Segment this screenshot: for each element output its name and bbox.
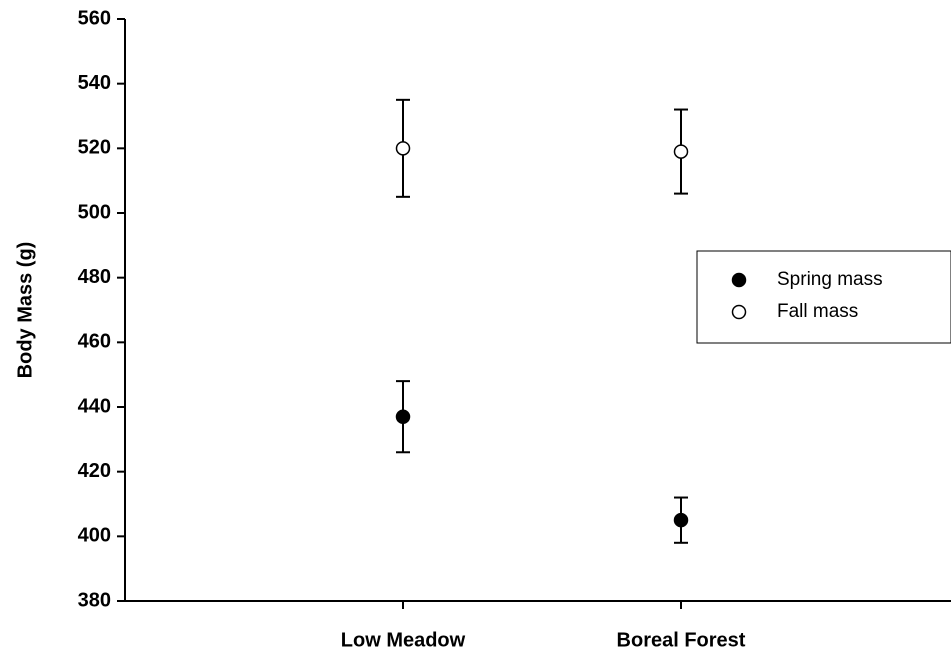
y-axis-label: Body Mass (g) — [14, 242, 36, 379]
legend-marker — [731, 304, 747, 320]
point — [673, 144, 689, 159]
legend-box — [696, 250, 951, 344]
legend-label: Spring mass — [777, 269, 883, 290]
x-tick-label: Boreal Forest — [617, 629, 746, 651]
legend-marker — [731, 272, 747, 288]
y-tick-label: 460 — [78, 331, 111, 353]
y-tick-label: 440 — [78, 395, 111, 417]
y-tick-label: 560 — [78, 7, 111, 29]
legend-label: Fall mass — [777, 301, 858, 322]
y-tick-label: 400 — [78, 525, 111, 547]
point — [395, 409, 411, 424]
point — [673, 512, 689, 528]
y-tick-label: 480 — [78, 266, 111, 288]
y-tick-label: 540 — [78, 72, 111, 94]
y-tick-label: 520 — [78, 137, 111, 159]
y-tick-label: 500 — [78, 201, 111, 223]
y-tick-label: 420 — [78, 460, 111, 482]
point — [395, 141, 411, 156]
y-tick-label: 380 — [78, 589, 111, 611]
x-tick-label: Low Meadow — [341, 629, 466, 651]
